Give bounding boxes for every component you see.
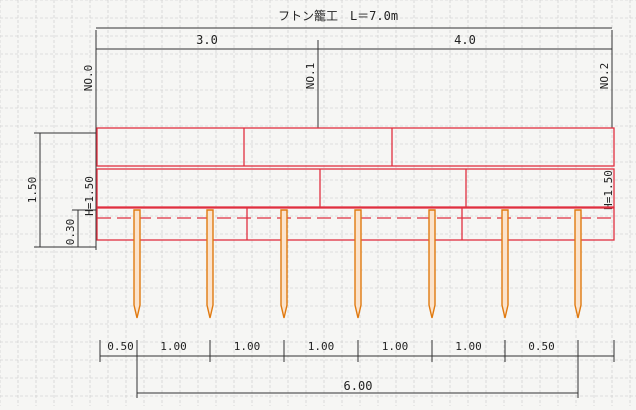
left-dimension [34,132,96,248]
bottom-dimension-3: 1.00 [234,340,261,353]
wooden-stakes [133,209,582,319]
station-label-0: NO.0 [82,65,95,92]
top-dimension-left: 3.0 [196,33,218,47]
bottom-dimension-2: 1.00 [160,340,187,353]
stake-5 [428,209,436,319]
gabion-mattresses [96,127,615,241]
stake-3 [280,209,288,319]
drawing-title: フトン籠工 L＝7.0m [278,8,398,23]
stake-6 [501,209,509,319]
bottom-dimension [99,340,615,398]
top-dimension-right: 4.0 [454,33,476,47]
stake-4 [354,209,362,319]
bottom-dimension-4: 1.00 [308,340,335,353]
height-label-right: H=1.50 [602,170,615,210]
station-label-1: NO.1 [304,63,317,90]
left-dimension-overall: 1.50 [26,177,39,204]
stake-1 [133,209,141,319]
bottom-total-dimension: 6.00 [344,379,373,393]
bottom-dimension-7: 0.50 [528,340,555,353]
height-label-left: H=1.50 [83,176,96,216]
top-dimension [95,27,613,250]
left-dimension-bottom: 0.30 [64,219,77,246]
bottom-dimension-1: 0.50 [107,340,134,353]
gabion-row-2 [96,168,615,208]
bottom-dimension-6: 1.00 [455,340,482,353]
bottom-dimension-5: 1.00 [382,340,409,353]
gabion-row-1 [96,127,615,167]
stake-7 [574,209,582,319]
stake-2 [206,209,214,319]
station-label-2: NO.2 [598,63,611,90]
